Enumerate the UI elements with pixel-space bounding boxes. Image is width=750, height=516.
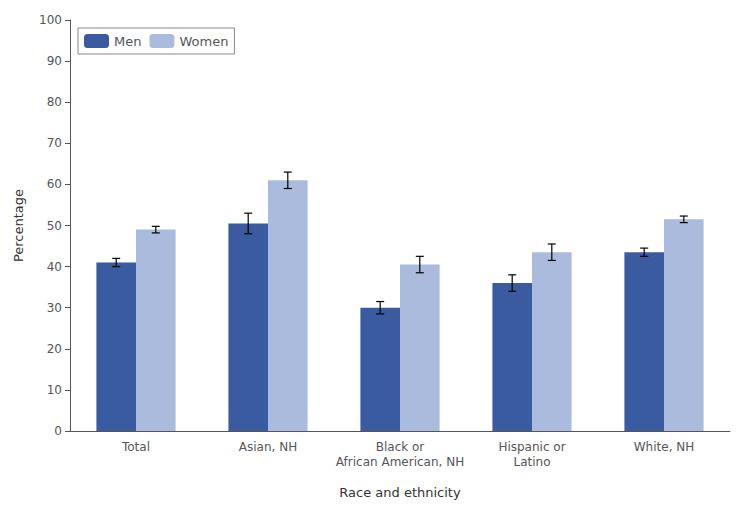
svg-text:60: 60	[47, 177, 62, 191]
svg-text:20: 20	[47, 342, 62, 356]
svg-text:African American, NH: African American, NH	[336, 455, 464, 469]
svg-text:80: 80	[47, 95, 62, 109]
svg-text:Men: Men	[114, 34, 141, 49]
svg-text:100: 100	[39, 13, 62, 27]
svg-text:40: 40	[47, 260, 62, 274]
svg-text:Total: Total	[121, 440, 150, 454]
svg-text:White, NH: White, NH	[634, 440, 695, 454]
svg-text:Race and ethnicity: Race and ethnicity	[339, 485, 461, 500]
svg-text:0: 0	[54, 424, 62, 438]
svg-text:50: 50	[47, 219, 62, 233]
svg-text:Percentage: Percentage	[11, 189, 26, 262]
svg-text:10: 10	[47, 383, 62, 397]
svg-text:Women: Women	[179, 34, 228, 49]
svg-text:Asian, NH: Asian, NH	[239, 440, 297, 454]
svg-text:90: 90	[47, 54, 62, 68]
svg-text:30: 30	[47, 301, 62, 315]
svg-text:Black or: Black or	[376, 440, 425, 454]
svg-text:Hispanic or: Hispanic or	[498, 440, 565, 454]
svg-text:Latino: Latino	[513, 455, 550, 469]
svg-text:70: 70	[47, 136, 62, 150]
